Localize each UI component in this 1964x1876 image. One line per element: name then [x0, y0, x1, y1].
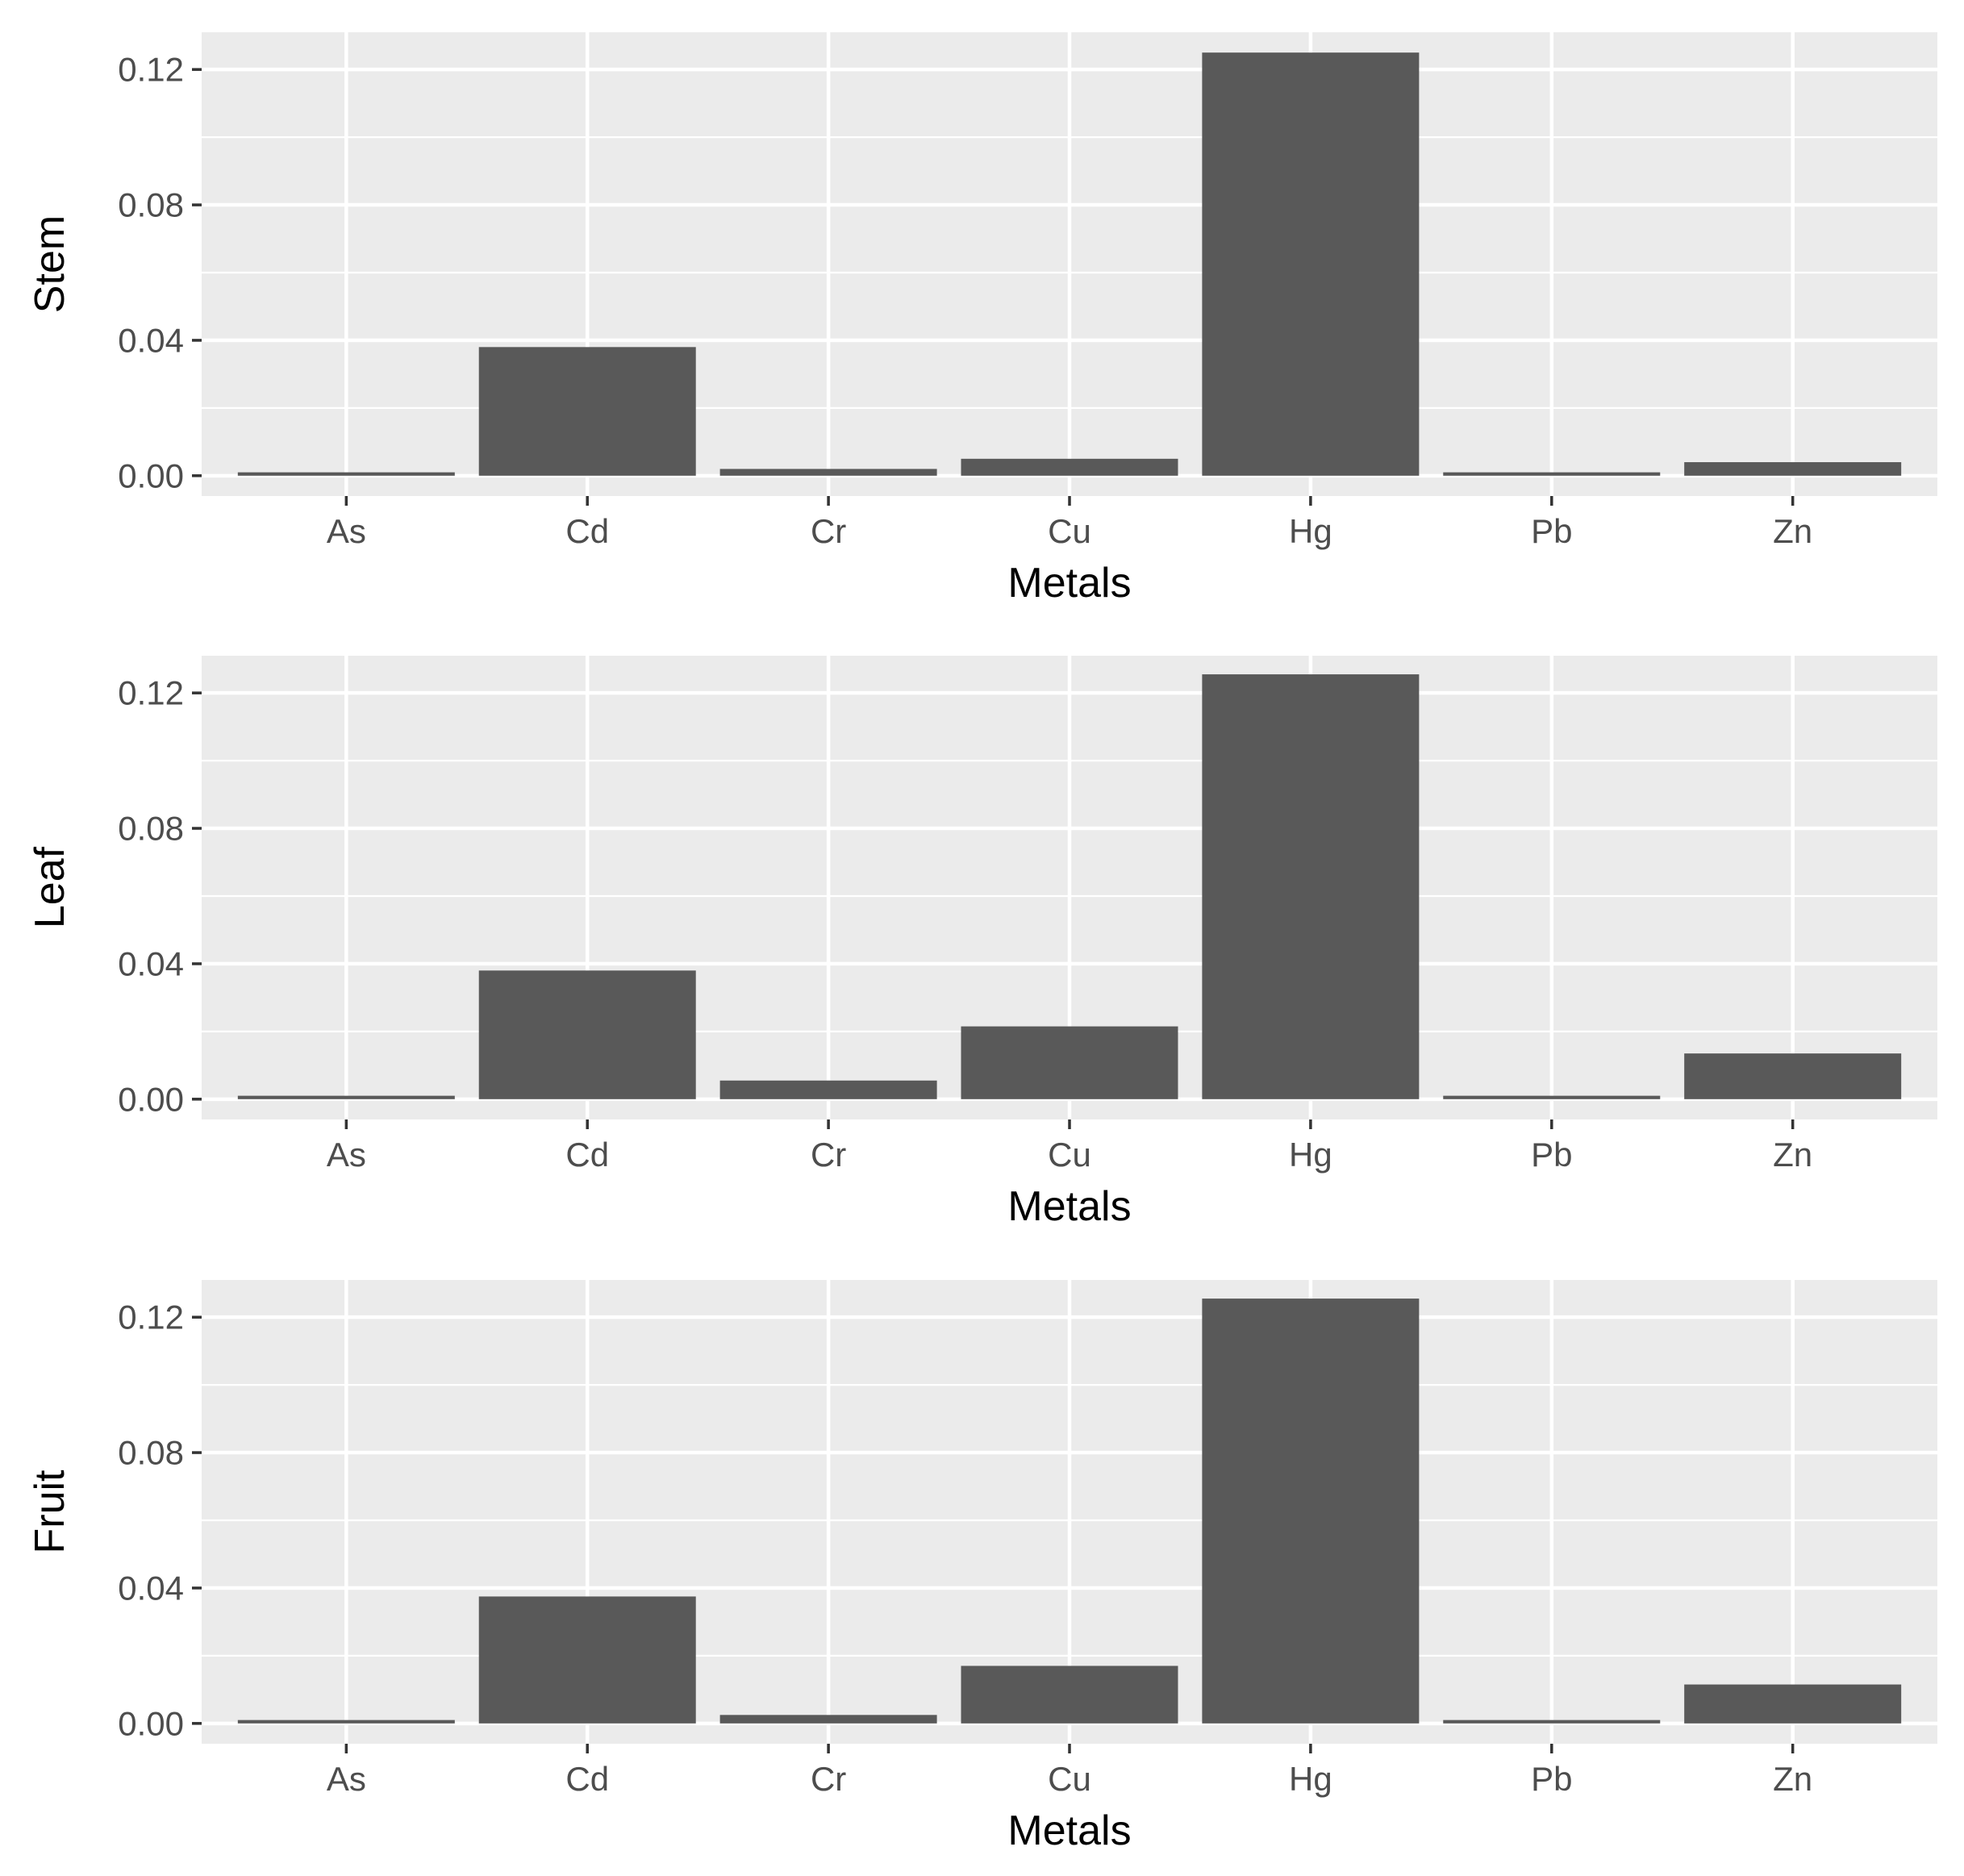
- bar-pb: [1443, 472, 1661, 476]
- y-tick-label: 0.08: [118, 810, 184, 848]
- x-tick-label-pb: Pb: [1531, 512, 1572, 550]
- x-tick-label-cd: Cd: [565, 1760, 609, 1798]
- y-tick-label: 0.04: [118, 944, 184, 982]
- y-tick-label: 0.12: [118, 674, 184, 712]
- x-tick-label-cu: Cu: [1048, 512, 1091, 550]
- bar-cr: [719, 1080, 937, 1099]
- y-axis-title: Stem: [27, 215, 73, 313]
- bar-hg: [1202, 1299, 1420, 1724]
- bar-cu: [961, 1665, 1178, 1724]
- bar-cd: [478, 347, 696, 476]
- y-tick-label: 0.00: [118, 1704, 184, 1742]
- x-tick-label-cd: Cd: [565, 512, 609, 550]
- bar-as: [237, 472, 455, 476]
- y-tick-label: 0.08: [118, 186, 184, 224]
- x-tick-label-hg: Hg: [1289, 1760, 1332, 1798]
- x-tick-label-hg: Hg: [1289, 512, 1332, 550]
- chart-panel-leaf: 0.00 0.04 0.08 0.12 As Cd Cr Cu Hg Pb Zn Metals Leaf: [27, 656, 1937, 1230]
- bar-zn: [1684, 462, 1902, 476]
- y-tick-label: 0.08: [118, 1434, 184, 1472]
- x-tick-label-as: As: [327, 1136, 366, 1174]
- y-tick-label: 0.12: [118, 1299, 184, 1336]
- x-tick-label-cd: Cd: [565, 1136, 609, 1174]
- bar-cd: [478, 1596, 696, 1724]
- x-tick-label-hg: Hg: [1289, 1136, 1332, 1174]
- x-tick-label-cu: Cu: [1048, 1136, 1091, 1174]
- x-tick-label-cr: Cr: [811, 512, 846, 550]
- bar-as: [237, 1720, 455, 1724]
- y-axis-title: Fruit: [27, 1470, 73, 1554]
- x-axis-title: Metals: [1007, 1183, 1131, 1230]
- x-tick-label-as: As: [327, 1760, 366, 1798]
- x-tick-label-as: As: [327, 512, 366, 550]
- y-axis-title: Leaf: [27, 846, 73, 928]
- y-tick-label: 0.00: [118, 1080, 184, 1118]
- x-tick-label-cu: Cu: [1048, 1760, 1091, 1798]
- y-tick-label: 0.04: [118, 1569, 184, 1607]
- bar-zn: [1684, 1053, 1902, 1099]
- bar-pb: [1443, 1720, 1661, 1724]
- bar-hg: [1202, 674, 1420, 1099]
- bar-as: [237, 1095, 455, 1099]
- bar-zn: [1684, 1684, 1902, 1724]
- bar-cu: [961, 458, 1178, 476]
- x-tick-label-pb: Pb: [1531, 1136, 1572, 1174]
- y-tick-label: 0.04: [118, 321, 184, 359]
- x-axis-title: Metals: [1007, 560, 1131, 607]
- y-tick-label: 0.00: [118, 456, 184, 494]
- chart-panel-stem: 0.00 0.04 0.08 0.12 As Cd Cr Cu Hg Pb Zn Metals Stem: [27, 32, 1937, 607]
- bar-cr: [719, 469, 937, 476]
- bar-cu: [961, 1026, 1178, 1099]
- y-tick-label: 0.12: [118, 51, 184, 89]
- bar-cr: [719, 1715, 937, 1724]
- x-tick-label-zn: Zn: [1773, 1136, 1812, 1174]
- bar-hg: [1202, 52, 1420, 476]
- x-tick-label-cr: Cr: [811, 1760, 846, 1798]
- x-tick-label-zn: Zn: [1773, 1760, 1812, 1798]
- x-tick-label-pb: Pb: [1531, 1760, 1572, 1798]
- bar-pb: [1443, 1095, 1661, 1099]
- x-tick-label-zn: Zn: [1773, 512, 1812, 550]
- x-axis-title: Metals: [1007, 1807, 1131, 1854]
- chart-panel-fruit: 0.00 0.04 0.08 0.12 As Cd Cr Cu Hg Pb Zn Metals Frui…: [27, 1280, 1937, 1854]
- x-tick-label-cr: Cr: [811, 1136, 846, 1174]
- bar-cd: [478, 970, 696, 1099]
